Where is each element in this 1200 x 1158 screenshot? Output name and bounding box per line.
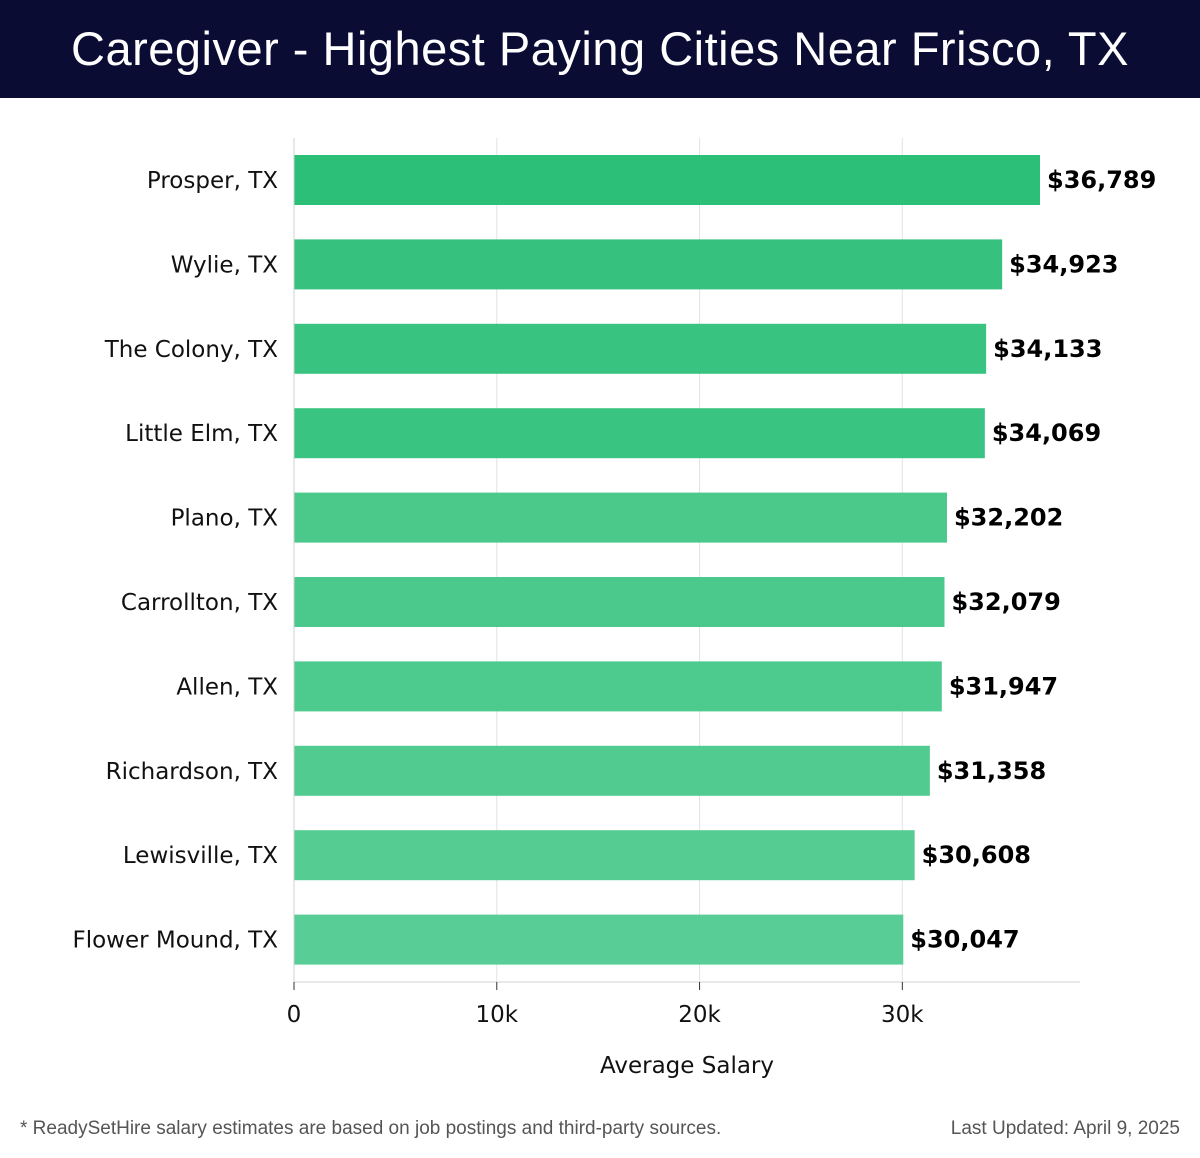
x-axis-title: Average Salary bbox=[600, 1053, 774, 1079]
value-label: $30,047 bbox=[910, 926, 1019, 954]
bar bbox=[294, 408, 985, 459]
bar bbox=[294, 577, 945, 627]
value-label: $34,923 bbox=[1009, 250, 1118, 278]
value-label: $32,079 bbox=[951, 588, 1060, 616]
value-label: $34,133 bbox=[993, 335, 1102, 363]
x-tick-label: 0 bbox=[287, 1002, 302, 1028]
category-label: The Colony, TX bbox=[104, 337, 279, 363]
category-label: Prosper, TX bbox=[147, 168, 278, 194]
bar bbox=[294, 155, 1040, 205]
category-label: Little Elm, TX bbox=[125, 421, 278, 447]
bar bbox=[294, 661, 942, 712]
value-label: $32,202 bbox=[954, 504, 1063, 532]
x-tick-label: 10k bbox=[475, 1002, 518, 1028]
bar-chart: Prosper, TX $36,789 Wylie, TX $34,923 The Co… bbox=[72, 138, 1156, 1079]
category-label: Lewisville, TX bbox=[123, 843, 278, 869]
value-label: $34,069 bbox=[992, 419, 1101, 447]
bar bbox=[294, 239, 1003, 290]
category-label: Richardson, TX bbox=[106, 759, 279, 785]
header-bar: Caregiver - Highest Paying Cities Near F… bbox=[0, 0, 1200, 98]
bar bbox=[294, 745, 930, 796]
bar bbox=[294, 323, 987, 374]
footer-note: * ReadySetHire salary estimates are base… bbox=[20, 1118, 722, 1139]
bar bbox=[294, 492, 947, 543]
bar bbox=[294, 830, 915, 881]
category-label: Flower Mound, TX bbox=[72, 928, 278, 954]
last-updated: Last Updated: April 9, 2025 bbox=[950, 1118, 1180, 1139]
category-label: Plano, TX bbox=[171, 506, 279, 532]
x-tick-label: 20k bbox=[678, 1002, 721, 1028]
category-label: Carrollton, TX bbox=[121, 590, 278, 616]
value-label: $36,789 bbox=[1047, 166, 1156, 194]
chart-title: Caregiver - Highest Paying Cities Near F… bbox=[71, 22, 1129, 75]
value-label: $31,947 bbox=[949, 672, 1058, 700]
value-label: $30,608 bbox=[922, 841, 1031, 869]
category-label: Wylie, TX bbox=[171, 252, 279, 278]
bar bbox=[294, 914, 904, 965]
x-tick-label: 30k bbox=[881, 1002, 924, 1028]
category-label: Allen, TX bbox=[176, 674, 278, 700]
value-label: $31,358 bbox=[937, 757, 1046, 785]
